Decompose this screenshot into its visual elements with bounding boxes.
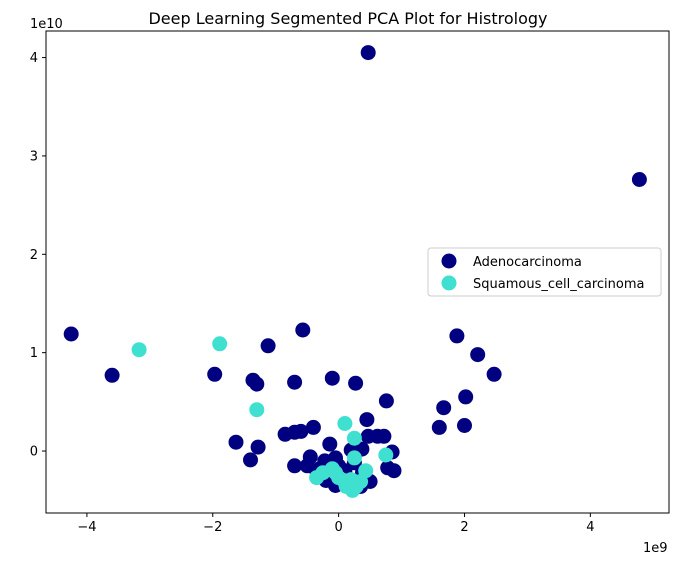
adenocarcinoma-point: [324, 370, 340, 386]
y-tick-label: 0: [30, 445, 38, 460]
squamous-point: [378, 447, 394, 463]
legend-label-squamous: Squamous_cell_carcinoma: [473, 277, 644, 292]
squamous-point: [346, 430, 362, 446]
y-tick-label: 3: [30, 149, 38, 164]
plot-frame: [45, 30, 670, 514]
adenocarcinoma-point: [386, 463, 402, 479]
adenocarcinoma-point: [457, 418, 472, 433]
x-axis-multiplier: 1e9: [643, 541, 668, 556]
x-tick-label: 0: [334, 520, 342, 535]
legend: Adenocarcinoma Squamous_cell_carcinoma: [427, 247, 662, 297]
chart-title: Deep Learning Segmented PCA Plot for His…: [148, 9, 547, 28]
squamous-point: [346, 450, 362, 466]
y-tick-label: 1: [30, 346, 38, 361]
x-tick-label: 4: [586, 520, 594, 535]
squamous-point: [212, 336, 228, 352]
legend-marker-adenocarcinoma: [441, 253, 457, 269]
data-points: [63, 45, 647, 498]
legend-marker-squamous: [441, 275, 457, 291]
adenocarcinoma-point: [104, 367, 120, 383]
adenocarcinoma-point: [287, 374, 303, 390]
adenocarcinoma-point: [249, 376, 265, 392]
adenocarcinoma-point: [305, 419, 321, 435]
adenocarcinoma-point: [458, 389, 474, 405]
legend-label-adenocarcinoma: Adenocarcinoma: [473, 255, 582, 270]
adenocarcinoma-point: [287, 458, 303, 474]
adenocarcinoma-point: [277, 426, 293, 442]
adenocarcinoma-point: [207, 366, 223, 382]
y-axis-multiplier: 1e10: [30, 17, 63, 32]
x-tick-label: 2: [460, 520, 468, 535]
y-tick-label: 4: [30, 51, 38, 66]
squamous-point: [249, 402, 265, 418]
x-tick-label: −2: [203, 520, 222, 535]
adenocarcinoma-point: [260, 338, 276, 354]
y-tick-label: 2: [30, 248, 38, 263]
adenocarcinoma-point: [631, 172, 647, 187]
adenocarcinoma-point: [360, 45, 376, 61]
adenocarcinoma-point: [436, 400, 452, 416]
adenocarcinoma-point: [250, 439, 266, 455]
squamous-point: [337, 416, 353, 431]
adenocarcinoma-point: [470, 347, 486, 363]
adenocarcinoma-point: [449, 328, 465, 344]
adenocarcinoma-point: [295, 322, 311, 338]
adenocarcinoma-point: [376, 428, 392, 444]
squamous-point: [328, 465, 343, 481]
squamous-point: [338, 478, 354, 494]
adenocarcinoma-point: [359, 412, 375, 428]
adenocarcinoma-point: [378, 393, 394, 409]
axis-ticks: −4 −2 0 2 4 0 1 2 3 4: [30, 51, 595, 535]
adenocarcinoma-point: [486, 366, 502, 382]
adenocarcinoma-point: [322, 436, 338, 452]
adenocarcinoma-point: [228, 434, 244, 450]
squamous-point: [131, 342, 147, 358]
legend-box: [427, 247, 662, 297]
x-tick-label: −4: [77, 520, 96, 535]
adenocarcinoma-point: [243, 452, 258, 468]
adenocarcinoma-point: [348, 375, 364, 391]
adenocarcinoma-point: [431, 419, 447, 435]
adenocarcinoma-point: [63, 326, 79, 342]
